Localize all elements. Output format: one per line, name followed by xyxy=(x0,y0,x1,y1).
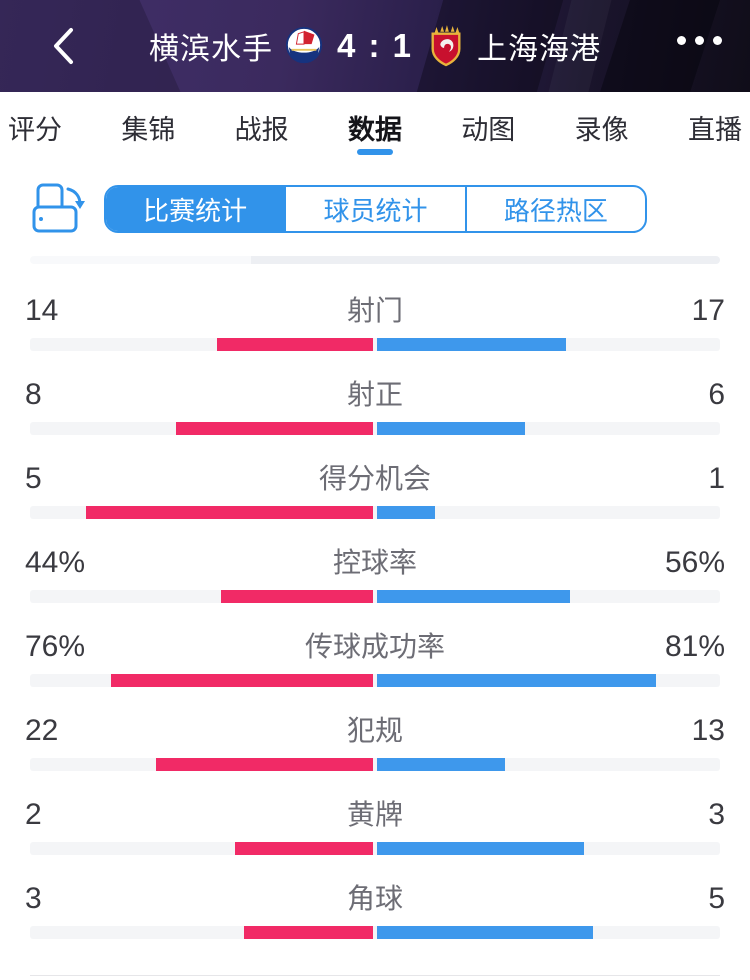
home-value: 3 xyxy=(25,882,42,915)
match-stats-list: 14 射门 17 8 射正 6 5 得分机会 1 xyxy=(0,264,750,976)
home-value: 44% xyxy=(25,546,86,579)
match-header: 横滨水手 4 : 1 上海海港 xyxy=(0,0,750,92)
stat-row-yellow-cards: 2 黄牌 3 xyxy=(0,776,750,860)
stat-bar-track xyxy=(30,842,720,855)
more-dots-icon xyxy=(695,36,704,45)
tab-gifs[interactable]: 动图 xyxy=(459,92,517,162)
tab-report[interactable]: 战报 xyxy=(233,92,291,162)
bottom-divider xyxy=(30,975,720,976)
home-team-name: 横滨水手 xyxy=(148,33,273,66)
home-bar xyxy=(235,842,373,855)
stat-row-fouls: 22 犯规 13 xyxy=(0,692,750,776)
home-bar xyxy=(221,590,373,603)
subtab-player-stats[interactable]: 球员统计 xyxy=(284,187,464,231)
tab-rating[interactable]: 评分 xyxy=(6,92,64,162)
stat-bar-track xyxy=(30,674,720,687)
away-bar xyxy=(377,338,567,351)
away-bar xyxy=(377,842,584,855)
home-value: 8 xyxy=(25,378,42,411)
away-value: 81% xyxy=(664,630,725,663)
stat-row-possession: 44% 控球率 56% xyxy=(0,524,750,608)
match-title: 横滨水手 4 : 1 上海海港 xyxy=(0,0,750,92)
subtab-match-stats[interactable]: 比赛统计 xyxy=(106,187,285,231)
stat-label: 射门 xyxy=(346,295,404,326)
home-bar xyxy=(243,926,373,939)
stat-row-shots: 14 射门 17 xyxy=(0,272,750,356)
away-value: 5 xyxy=(708,882,725,915)
away-bar xyxy=(377,506,435,519)
back-button[interactable] xyxy=(50,26,80,66)
home-value: 22 xyxy=(25,714,59,747)
home-bar xyxy=(85,506,373,519)
away-value: 6 xyxy=(708,378,725,411)
tab-video[interactable]: 录像 xyxy=(573,92,631,162)
tab-label: 战报 xyxy=(234,114,289,145)
home-value: 2 xyxy=(25,798,42,831)
home-value: 5 xyxy=(25,462,42,495)
more-menu-button[interactable] xyxy=(677,36,722,45)
stat-label: 射正 xyxy=(346,379,404,410)
stat-row-pass-accuracy: 76% 传球成功率 81% xyxy=(0,608,750,692)
away-value: 3 xyxy=(708,798,725,831)
away-value: 56% xyxy=(664,546,725,579)
home-bar xyxy=(175,422,373,435)
stat-bar-track xyxy=(30,506,720,519)
away-bar xyxy=(377,590,571,603)
stat-bar-track xyxy=(30,926,720,939)
away-bar xyxy=(377,758,506,771)
section-tabbar: 评分 集锦 战报 数据 动图 录像 直播 xyxy=(0,92,750,162)
more-dots-icon xyxy=(713,36,722,45)
away-value: 1 xyxy=(708,462,725,495)
stat-label: 传球成功率 xyxy=(304,631,446,662)
chevron-left-icon xyxy=(54,28,73,64)
active-tab-underline xyxy=(356,149,393,155)
away-bar xyxy=(377,674,657,687)
stat-row-big-chances: 5 得分机会 1 xyxy=(0,440,750,524)
away-bar xyxy=(377,422,525,435)
tab-label: 动图 xyxy=(461,114,516,145)
stat-label: 犯规 xyxy=(346,715,404,746)
home-team-badge-icon xyxy=(285,26,323,66)
tab-highlights[interactable]: 集锦 xyxy=(119,92,177,162)
away-team-badge-icon xyxy=(427,25,465,67)
stat-bar-track xyxy=(30,338,720,351)
rotate-device-icon xyxy=(32,183,85,233)
tab-label: 录像 xyxy=(574,114,629,145)
more-dots-icon xyxy=(677,36,686,45)
away-bar xyxy=(377,926,593,939)
subtab-section: 比赛统计 球员统计 路径热区 xyxy=(0,162,750,256)
stat-label: 黄牌 xyxy=(346,799,404,830)
subtab-heatmap[interactable]: 路径热区 xyxy=(464,187,645,231)
tab-live[interactable]: 直播 xyxy=(686,92,744,162)
tab-label: 数据 xyxy=(347,114,402,145)
tab-data[interactable]: 数据 xyxy=(346,92,404,162)
stat-label: 角球 xyxy=(346,883,404,914)
tab-label: 直播 xyxy=(687,114,742,145)
away-team-name: 上海海港 xyxy=(477,33,602,66)
tab-label: 评分 xyxy=(8,114,62,145)
stat-bar-track xyxy=(30,758,720,771)
rotate-screen-button[interactable] xyxy=(30,179,88,237)
stat-label: 控球率 xyxy=(332,547,418,578)
match-score: 4 : 1 xyxy=(336,27,414,64)
home-bar xyxy=(217,338,373,351)
away-value: 17 xyxy=(691,294,725,327)
horizontal-scrollbar[interactable] xyxy=(30,256,720,264)
home-bar xyxy=(156,758,373,771)
stat-row-shots-on-target: 8 射正 6 xyxy=(0,356,750,440)
home-bar xyxy=(110,674,373,687)
home-value: 76% xyxy=(25,630,86,663)
stats-segmented-control: 比赛统计 球员统计 路径热区 xyxy=(104,185,647,233)
stat-bar-track xyxy=(30,590,720,603)
stat-bar-track xyxy=(30,422,720,435)
away-value: 13 xyxy=(691,714,725,747)
home-value: 14 xyxy=(25,294,59,327)
stat-row-corners: 3 角球 5 xyxy=(0,860,750,944)
stat-label: 得分机会 xyxy=(318,463,432,494)
tab-label: 集锦 xyxy=(121,114,176,145)
